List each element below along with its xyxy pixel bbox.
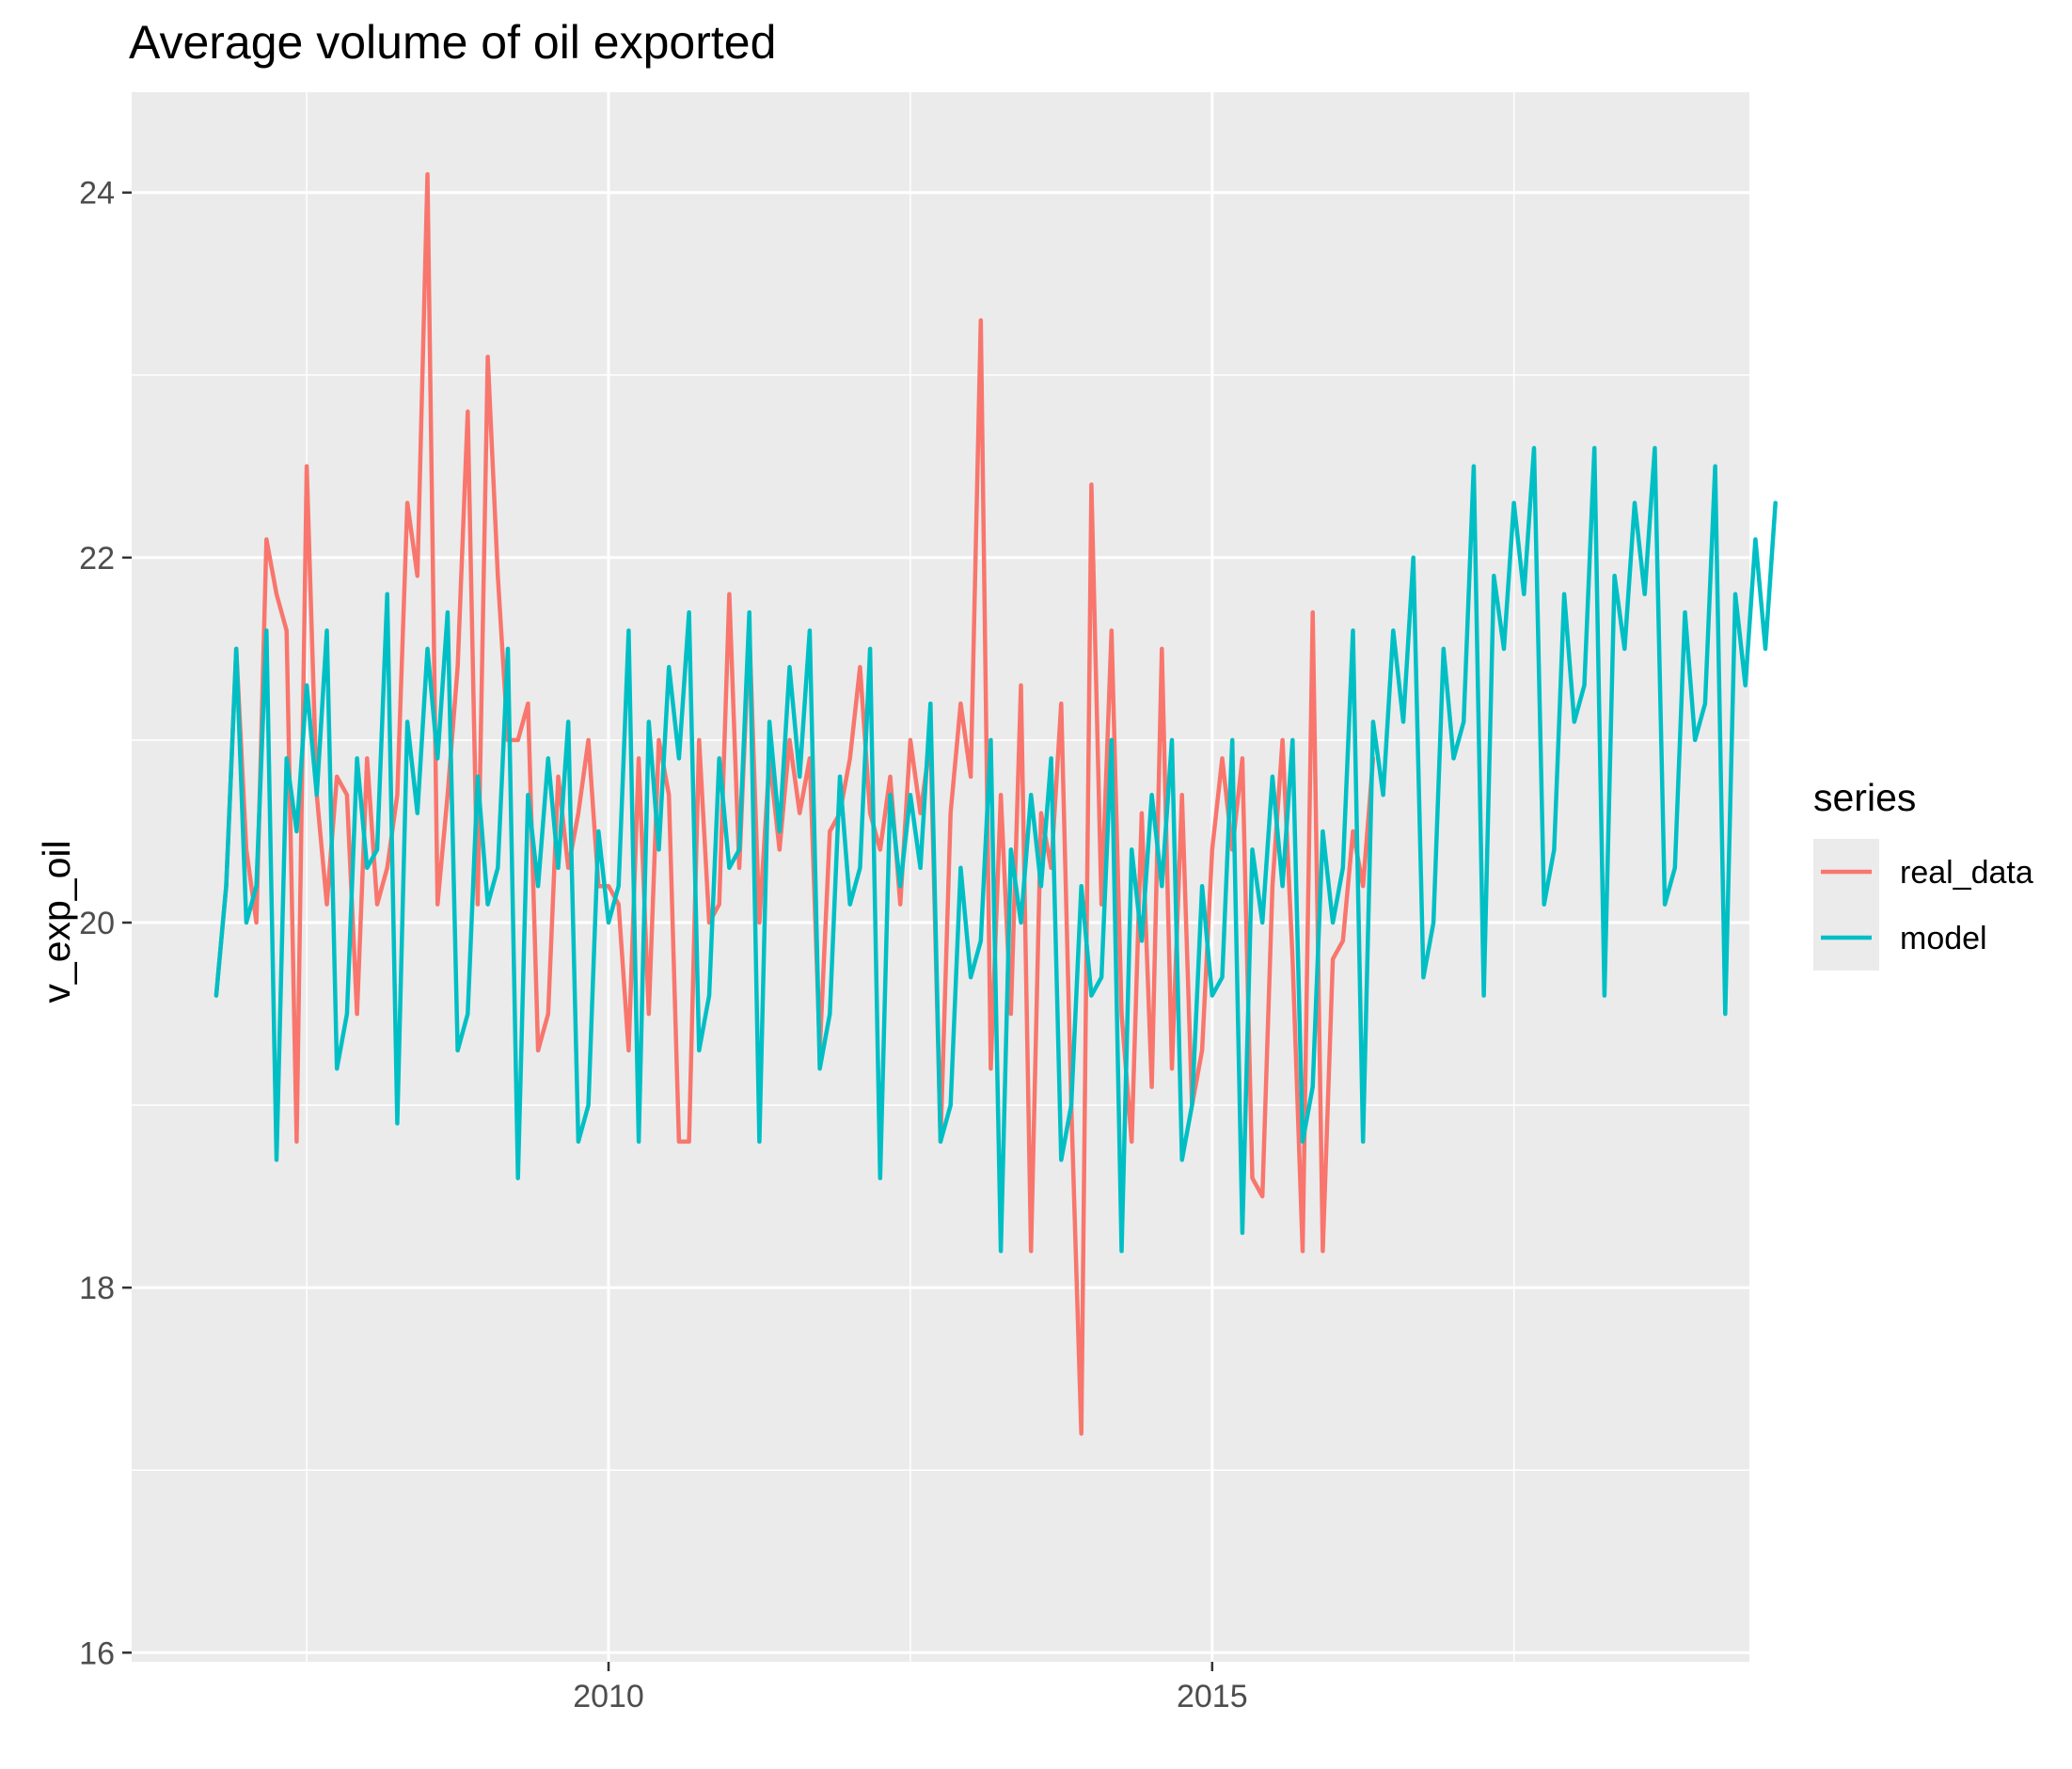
x-tick-label: 2010 <box>573 1679 644 1714</box>
y-tick-label: 18 <box>79 1271 115 1306</box>
legend-label-real-data: real_data <box>1900 855 2033 891</box>
series-line-real-data <box>214 172 1376 1436</box>
legend-label-model: model <box>1900 921 1987 956</box>
y-tick-label: 22 <box>79 541 115 577</box>
series-line-model <box>214 446 1778 1254</box>
plot-layer: 16 18 20 22 24 2010 2015 <box>79 92 1778 1714</box>
y-tick-label: 16 <box>79 1635 115 1671</box>
chart-title: Average volume of oil exported <box>129 16 776 69</box>
x-tick-label: 2015 <box>1177 1679 1248 1714</box>
y-tick-label: 24 <box>79 176 115 212</box>
y-tick-label: 20 <box>79 906 115 941</box>
y-axis-title: v_exp_oil <box>35 840 78 1003</box>
legend-title: series <box>1813 776 1916 819</box>
